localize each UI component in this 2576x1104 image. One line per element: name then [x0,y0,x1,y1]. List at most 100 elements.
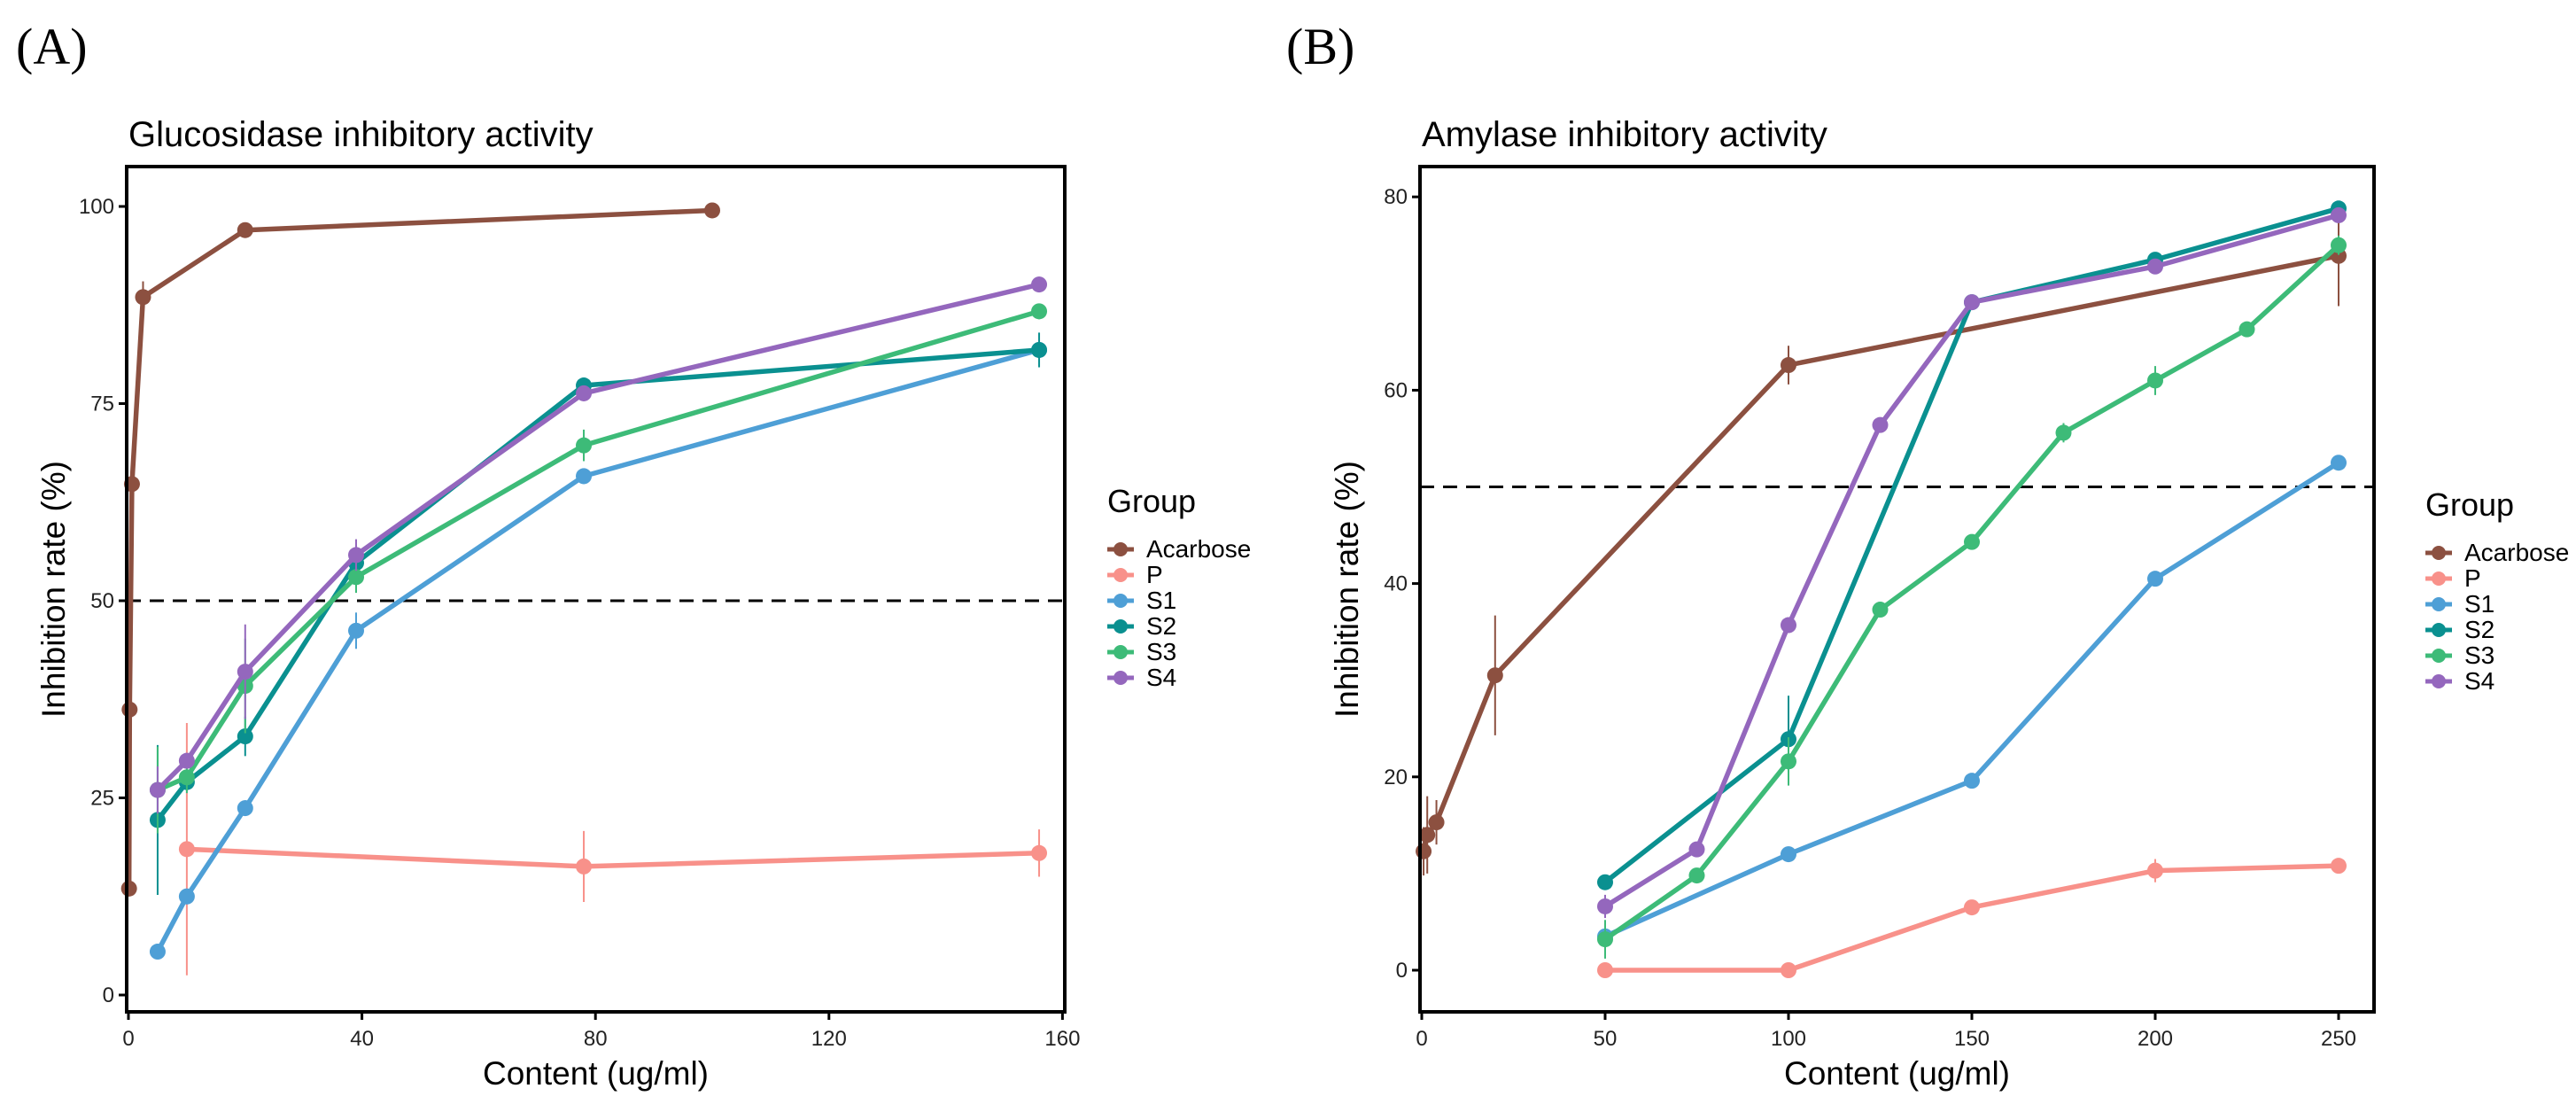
panel-label: (A) [16,18,88,75]
legend-label: S4 [1146,664,1176,691]
data-point [1781,846,1796,863]
data-point [178,769,195,786]
x-tick-label: 80 [584,1027,608,1051]
series-s4 [149,276,1048,814]
data-point [149,944,166,960]
series-line [1605,863,2339,973]
y-tick-label: 60 [1384,378,1408,402]
data-point [1031,341,1048,358]
data-point [1597,874,1613,890]
data-point [2331,455,2347,471]
data-point [237,664,253,680]
data-point [1781,357,1796,374]
x-axis-title: Content (ug/ml) [483,1055,709,1092]
panel-a: (A) Glucosidase inhibitory activity 0 40 80 1… [16,18,1251,1092]
data-point [576,858,593,875]
legend-label: S3 [1146,638,1176,665]
data-point [120,880,137,897]
legend-item-s2: S2 [1107,612,1176,640]
x-tick-label: 200 [2138,1027,2173,1051]
data-point [149,781,166,798]
data-point [1428,814,1445,831]
data-point [237,728,253,745]
x-tick-label: 120 [811,1027,847,1051]
data-point [1597,898,1613,914]
legend-label: Acarbose [1146,535,1251,563]
x-tick-label: 160 [1044,1027,1080,1051]
data-point [1964,899,1980,916]
data-point [1597,931,1613,948]
data-point [1419,827,1436,844]
series-acarbose [120,202,720,897]
series-s1 [149,341,1048,960]
legend-key-point [1113,594,1128,608]
x-tick-label: 250 [2321,1027,2356,1051]
legend-label: S2 [2464,616,2495,643]
legend-item-s2: S2 [2425,616,2495,643]
data-point [348,569,365,586]
data-point [704,202,720,219]
data-point [1781,753,1796,770]
series-line [186,846,1040,869]
legend-label: S2 [1146,612,1176,640]
series-line [126,207,713,889]
y-axis-title: Inhibition rate (%) [35,461,72,718]
x-tick-label: 50 [1594,1027,1618,1051]
series-s3 [1597,235,2347,959]
data-point [2331,858,2347,875]
x-tick-label: 0 [1416,1027,1427,1051]
legend-item-p: P [2425,564,2481,592]
data-point [2147,372,2163,389]
x-tick-label: 0 [122,1027,134,1051]
data-point [348,547,365,564]
chart-title: Amylase inhibitory activity [1422,115,1827,154]
x-axis-title: Content (ug/ml) [1784,1055,2010,1092]
legend-item-s4: S4 [2425,667,2495,695]
data-point [576,468,593,485]
legend-label: S1 [1146,587,1176,614]
legend-label: P [2464,564,2481,592]
data-point [1964,294,1980,311]
data-point [2147,258,2163,275]
legend-item-s3: S3 [1107,638,1176,665]
legend-item-p: P [1107,561,1163,588]
data-point [576,385,593,401]
data-point [1031,303,1048,320]
legend-label: S3 [2464,641,2495,669]
y-tick-label: 50 [90,589,114,613]
data-point [2147,862,2163,879]
y-tick-label: 25 [90,787,114,811]
y-tick-label: 20 [1384,766,1408,789]
y-tick-label: 75 [90,393,114,416]
y-tick-label: 0 [1396,959,1408,983]
data-point [1597,962,1613,978]
data-point [1781,617,1796,634]
data-point [1031,844,1048,861]
y-axis-title: Inhibition rate (%) [1329,461,1365,718]
series-line [1603,243,2340,942]
data-point [178,888,195,905]
legend-item-s3: S3 [2425,641,2495,669]
x-tick-label: 100 [1771,1027,1806,1051]
data-point [2055,424,2072,441]
data-point [1486,667,1503,684]
legend-item-acarbose: Acarbose [1107,535,1251,563]
plot-border [1418,165,2376,1014]
legend-key-point [1113,619,1128,634]
data-point [2331,206,2347,223]
y-tick-label: 0 [103,983,114,1007]
legend-key-point [1113,568,1128,582]
data-point [1872,602,1889,618]
legend-key-point [1113,671,1128,685]
data-point [1688,867,1705,884]
plot-border [125,165,1067,1014]
legend-key-point [2432,674,2446,688]
series-line [1603,213,2339,909]
x-tick-label: 150 [1954,1027,1990,1051]
legend-item-acarbose: Acarbose [2425,539,2569,566]
data-point [2147,571,2163,587]
series-s2 [149,332,1048,895]
series-line [1421,253,2339,852]
data-point [1688,841,1705,858]
